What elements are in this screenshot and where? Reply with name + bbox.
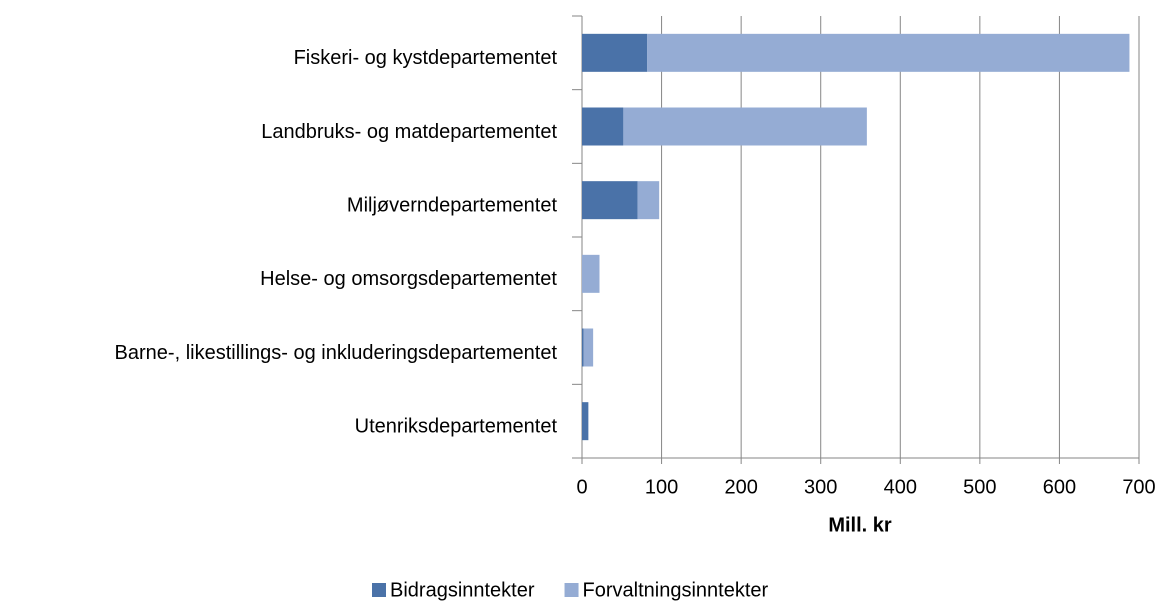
legend-label: Forvaltningsinntekter (583, 579, 769, 601)
bar (637, 181, 660, 220)
bar (647, 33, 1130, 72)
y-tick-label: Landbruks- og matdepartementet (261, 121, 557, 143)
bar (582, 107, 624, 146)
x-tick-label: 400 (884, 476, 917, 498)
y-tick-label: Utenriksdepartementet (355, 415, 558, 437)
bar (582, 33, 648, 72)
x-axis-label: Mill. kr (828, 514, 892, 536)
y-tick-label: Miljøverndepartementet (347, 194, 558, 216)
legend-swatch (372, 583, 386, 597)
y-tick-label: Helse- og omsorgsdepartementet (260, 268, 557, 290)
bar (582, 254, 600, 293)
x-tick-label: 600 (1043, 476, 1076, 498)
legend-swatch (564, 583, 579, 597)
y-tick-label: Fiskeri- og kystdepartementet (294, 47, 558, 69)
x-tick-label: 500 (963, 476, 996, 498)
x-tick-label: 700 (1122, 476, 1155, 498)
x-tick-label: 0 (576, 476, 587, 498)
x-tick-label: 300 (804, 476, 837, 498)
bar (583, 328, 594, 367)
bar (623, 107, 867, 146)
bar (582, 181, 638, 220)
x-tick-label: 200 (724, 476, 757, 498)
bar (582, 402, 589, 441)
x-tick-label: 100 (645, 476, 678, 498)
bar (582, 328, 584, 367)
y-tick-label: Barne-, likestillings- og inkluderingsde… (115, 342, 558, 364)
legend-label: Bidragsinntekter (390, 579, 535, 601)
